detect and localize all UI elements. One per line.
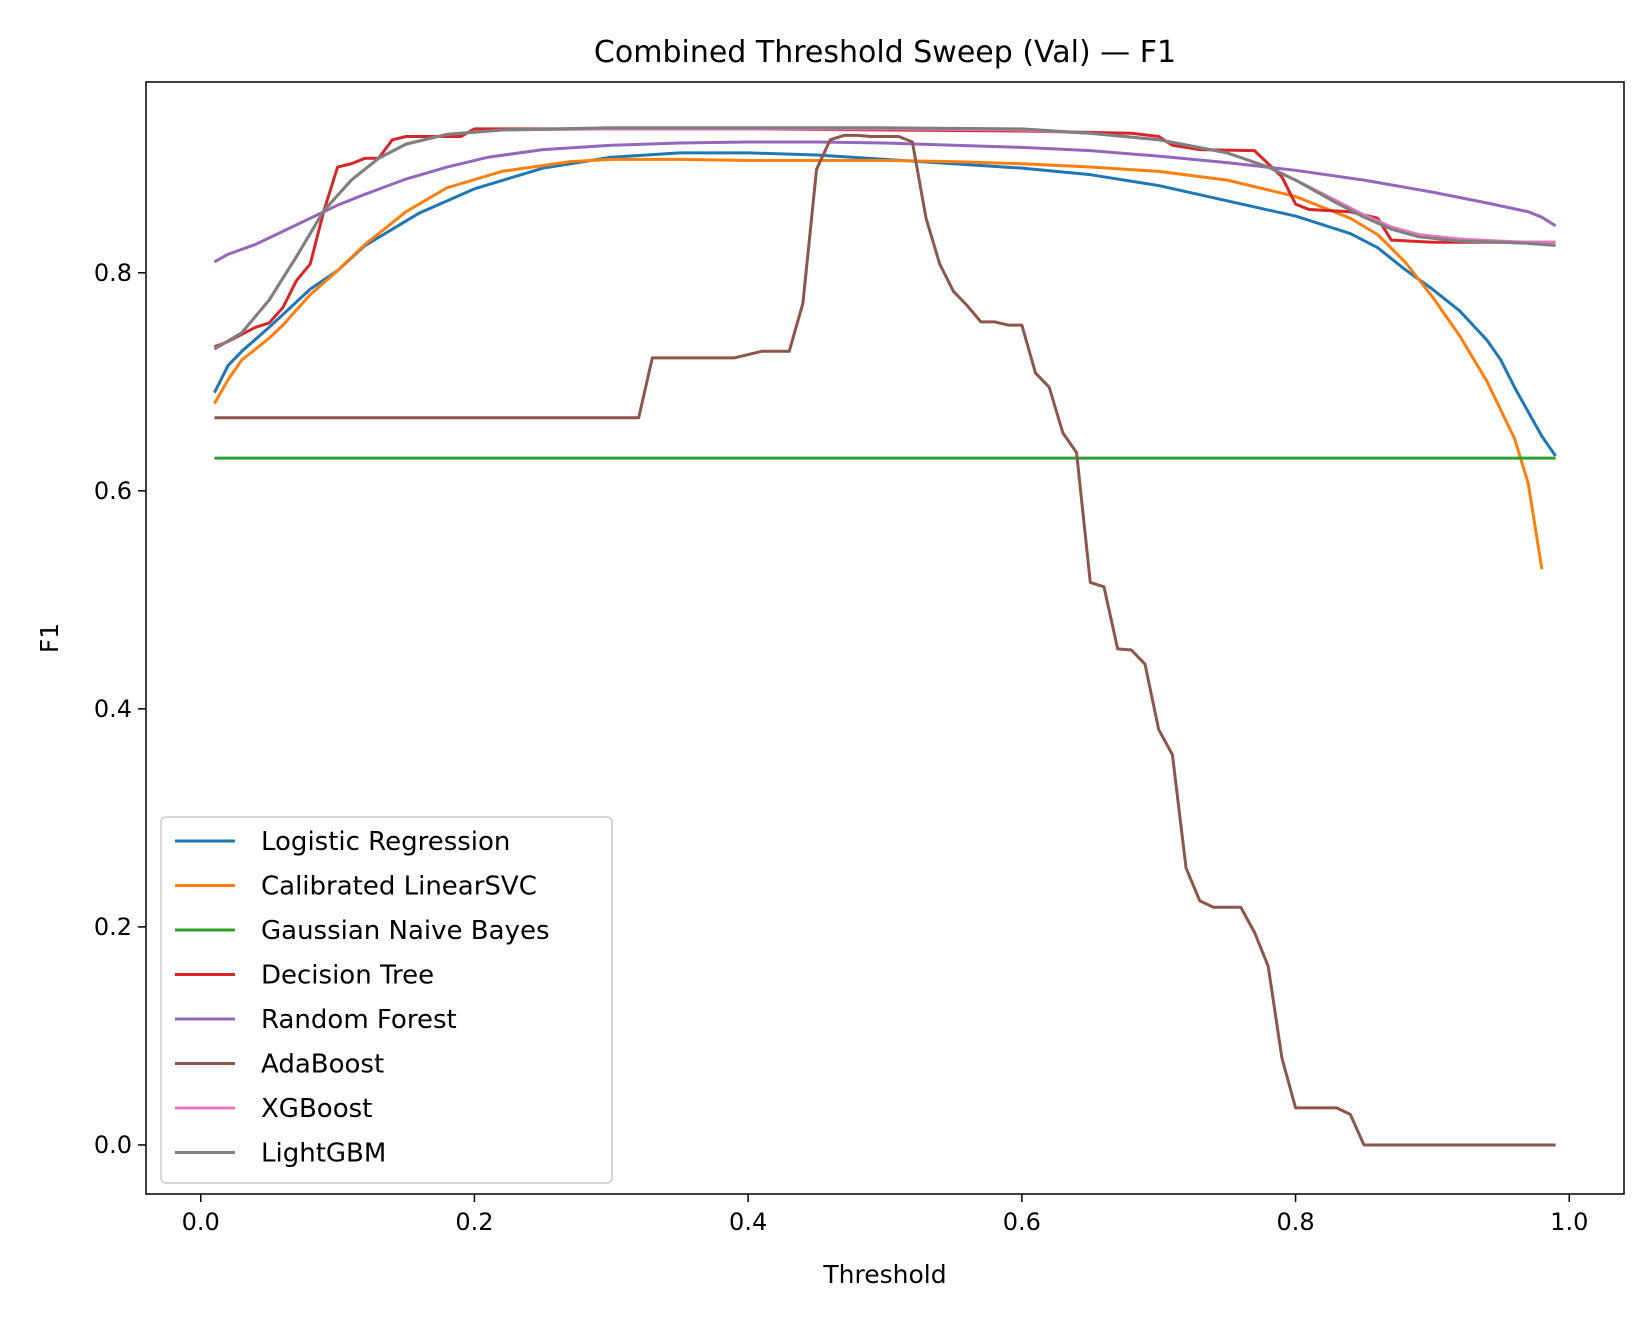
x-tick-label: 1.0 bbox=[1550, 1208, 1588, 1236]
x-axis-label: Threshold bbox=[822, 1260, 946, 1289]
legend-box bbox=[160, 816, 613, 1184]
plot-frame bbox=[145, 81, 1625, 1195]
x-tick-label: 0.2 bbox=[455, 1208, 493, 1236]
legend-entry-4: Random Forest bbox=[261, 1005, 457, 1035]
y-tick-label: 0.4 bbox=[94, 695, 132, 723]
legend-entry-5: AdaBoost bbox=[261, 1050, 384, 1080]
series-line-1 bbox=[213, 157, 1544, 570]
legend-entry-3: Decision Tree bbox=[261, 961, 434, 991]
legend-entry-6: XGBoost bbox=[261, 1094, 372, 1124]
legend-entry-7: LightGBM bbox=[261, 1139, 386, 1169]
legend-entry-0: Logistic Regression bbox=[261, 827, 510, 857]
x-tick-label: 0.8 bbox=[1276, 1208, 1314, 1236]
legend-entry-2: Gaussian Naive Bayes bbox=[261, 916, 550, 946]
legend-entry-1: Calibrated LinearSVC bbox=[261, 872, 537, 902]
chart-title: Combined Threshold Sweep (Val) — F1 bbox=[594, 35, 1176, 70]
series-line-0 bbox=[213, 151, 1557, 457]
series-line-5 bbox=[214, 133, 1556, 1147]
plot-content bbox=[213, 126, 1557, 1147]
x-tick-label: 0.4 bbox=[729, 1208, 767, 1236]
legend: Logistic Regression Calibrated LinearSVC G… bbox=[160, 816, 613, 1184]
y-tick-label: 0.0 bbox=[94, 1131, 132, 1159]
series-line-7 bbox=[213, 126, 1556, 351]
axis-ticks: 0.0 0.2 0.4 0.6 0.8 1.0 0.0 0.2 0.4 0.6 0.8 bbox=[94, 259, 1589, 1236]
y-axis-label: F1 bbox=[35, 623, 64, 653]
y-tick-label: 0.6 bbox=[94, 477, 132, 505]
x-tick-label: 0.6 bbox=[1003, 1208, 1041, 1236]
y-tick-label: 0.8 bbox=[94, 259, 132, 287]
x-tick-label: 0.0 bbox=[182, 1208, 220, 1236]
y-tick-label: 0.2 bbox=[94, 913, 132, 941]
